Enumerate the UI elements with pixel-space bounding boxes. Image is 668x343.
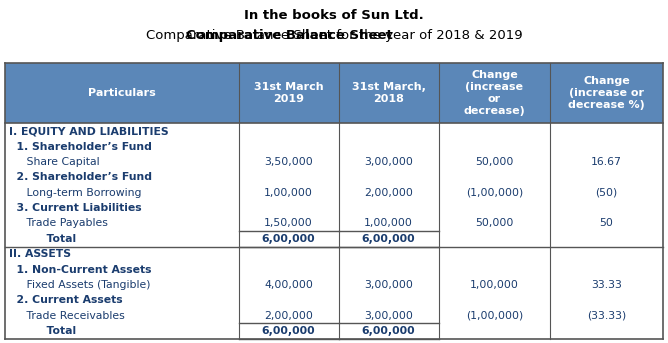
- Text: 1,50,000: 1,50,000: [265, 218, 313, 228]
- Bar: [5, 123, 663, 139]
- Text: Trade Payables: Trade Payables: [9, 218, 108, 228]
- Text: 31st March
2019: 31st March 2019: [254, 82, 323, 105]
- Text: 6,00,000: 6,00,000: [362, 234, 415, 244]
- Text: Trade Receivables: Trade Receivables: [9, 311, 125, 321]
- Text: Change
(increase or
decrease %): Change (increase or decrease %): [568, 76, 645, 110]
- Text: 3,00,000: 3,00,000: [364, 311, 413, 321]
- Text: 16.67: 16.67: [591, 157, 622, 167]
- Text: Share Capital: Share Capital: [9, 157, 100, 167]
- Text: 2. Shareholder’s Fund: 2. Shareholder’s Fund: [9, 172, 152, 182]
- Text: 2,00,000: 2,00,000: [265, 311, 313, 321]
- Text: II. ASSETS: II. ASSETS: [9, 249, 71, 259]
- Bar: [5, 308, 663, 323]
- Bar: [5, 262, 663, 277]
- Text: 1. Shareholder’s Fund: 1. Shareholder’s Fund: [9, 142, 152, 152]
- Text: Comparative Balance Sheet for the year of 2018 & 2019: Comparative Balance Sheet for the year o…: [146, 29, 522, 42]
- Bar: [5, 200, 663, 216]
- Text: 50: 50: [599, 218, 613, 228]
- Bar: [5, 139, 663, 154]
- Bar: [5, 323, 663, 339]
- Text: 6,00,000: 6,00,000: [262, 326, 315, 336]
- Text: Comparative Balance Sheet: Comparative Balance Sheet: [186, 29, 393, 42]
- Text: 3,50,000: 3,50,000: [265, 157, 313, 167]
- Text: Total: Total: [9, 234, 76, 244]
- Text: 50,000: 50,000: [475, 157, 514, 167]
- Text: 50,000: 50,000: [475, 218, 514, 228]
- Text: Total: Total: [9, 326, 76, 336]
- Text: (1,00,000): (1,00,000): [466, 311, 523, 321]
- Bar: [5, 63, 663, 123]
- Bar: [5, 277, 663, 293]
- Text: 31st March,
2018: 31st March, 2018: [351, 82, 426, 105]
- Text: 3,00,000: 3,00,000: [364, 157, 413, 167]
- Text: I. EQUITY AND LIABILITIES: I. EQUITY AND LIABILITIES: [9, 126, 169, 136]
- Text: 2,00,000: 2,00,000: [364, 188, 413, 198]
- Bar: [5, 170, 663, 185]
- Text: 33.33: 33.33: [591, 280, 622, 290]
- Text: 6,00,000: 6,00,000: [362, 326, 415, 336]
- Bar: [5, 216, 663, 231]
- Text: 1,00,000: 1,00,000: [364, 218, 413, 228]
- Text: 2. Current Assets: 2. Current Assets: [9, 295, 123, 305]
- Text: 1,00,000: 1,00,000: [470, 280, 519, 290]
- Text: (1,00,000): (1,00,000): [466, 188, 523, 198]
- Bar: [5, 154, 663, 170]
- Text: 4,00,000: 4,00,000: [265, 280, 313, 290]
- Text: Long-term Borrowing: Long-term Borrowing: [9, 188, 142, 198]
- Text: (33.33): (33.33): [587, 311, 626, 321]
- Text: Change
(increase
or
decrease): Change (increase or decrease): [464, 70, 525, 117]
- Bar: [5, 231, 663, 247]
- Bar: [5, 293, 663, 308]
- Text: In the books of Sun Ltd.: In the books of Sun Ltd.: [244, 9, 424, 22]
- Text: (50): (50): [595, 188, 618, 198]
- Text: Particulars: Particulars: [88, 88, 156, 98]
- Text: 1,00,000: 1,00,000: [265, 188, 313, 198]
- Bar: [5, 185, 663, 200]
- Text: 1. Non-Current Assets: 1. Non-Current Assets: [9, 265, 152, 275]
- Text: 3,00,000: 3,00,000: [364, 280, 413, 290]
- Bar: [5, 247, 663, 262]
- Text: Fixed Assets (Tangible): Fixed Assets (Tangible): [9, 280, 151, 290]
- Text: 3. Current Liabilities: 3. Current Liabilities: [9, 203, 142, 213]
- Text: 6,00,000: 6,00,000: [262, 234, 315, 244]
